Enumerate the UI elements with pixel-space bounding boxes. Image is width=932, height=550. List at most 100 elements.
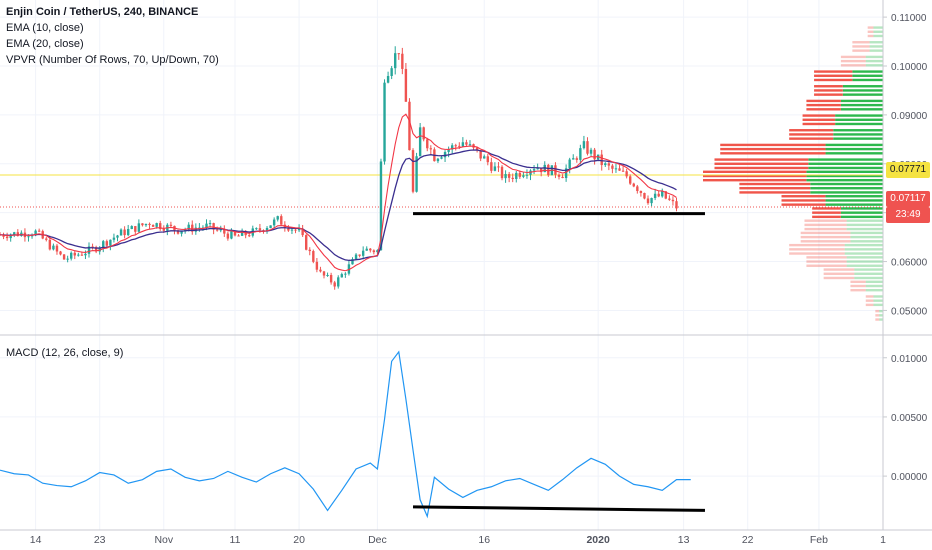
volume-profile-down-bar: [806, 99, 841, 103]
drawn-support-lines[interactable]: [412, 212, 705, 512]
candle-body: [59, 251, 62, 255]
candle-body: [255, 228, 258, 230]
volume-profile-up-bar: [808, 162, 883, 165]
volume-profile-up-bar: [846, 227, 883, 231]
main-legend: Enjin Coin / TetherUS, 240, BINANCE EMA …: [6, 4, 219, 68]
volume-profile-down-bar: [739, 182, 811, 186]
candle-body: [119, 229, 123, 236]
candle-body: [383, 82, 386, 162]
candle-body: [187, 224, 190, 230]
candle-body: [586, 141, 589, 154]
candle-body: [137, 223, 141, 232]
volume-profile-up-bar: [810, 187, 883, 190]
volume-profile-down-bar: [804, 219, 847, 222]
macd-legend[interactable]: MACD (12, 26, close, 9): [6, 347, 124, 359]
price-tick-label: 0.11000: [891, 13, 927, 24]
volume-profile-down-bar: [852, 41, 870, 44]
time-tick-label: 2020: [586, 534, 610, 546]
candle-body: [105, 241, 109, 246]
symbol-title[interactable]: Enjin Coin / TetherUS, 240, BINANCE: [6, 6, 199, 18]
volume-profile-up-bar: [865, 59, 883, 63]
candle-body: [653, 193, 657, 199]
candle-body: [426, 139, 429, 149]
volume-profile-up-bar: [844, 248, 883, 251]
candle-body: [390, 68, 393, 76]
volume-profile-down-bar: [814, 89, 843, 92]
candle-body: [212, 223, 215, 230]
volume-profile-down-bar: [814, 74, 853, 77]
ema10-legend[interactable]: EMA (10, close): [6, 22, 84, 34]
volume-profile-down-bar: [823, 272, 855, 275]
candle-body: [675, 201, 678, 209]
volume-profile-down-bar: [867, 34, 874, 38]
volume-profile-up-bar: [840, 103, 883, 107]
volume-profile-down-bar: [806, 108, 841, 111]
candle-body: [130, 226, 133, 230]
volume-profile-up-bar: [833, 129, 883, 132]
candle-body: [272, 219, 276, 226]
candle-body: [614, 168, 618, 170]
candle-body: [397, 53, 400, 55]
volume-profile-up-bar: [825, 143, 883, 147]
volume-profile-down-bar: [800, 235, 851, 239]
volume-profile-up-bar: [846, 256, 883, 259]
volume-profile-down-bar: [867, 26, 874, 29]
volume-profile-down-bar: [789, 248, 845, 251]
macd-tick-label: 0.01000: [891, 354, 928, 365]
volume-profile-down-bar: [852, 45, 870, 48]
time-tick-label: 1: [880, 534, 886, 546]
time-tick-label: Dec: [368, 534, 387, 546]
volume-profile-up-bar: [835, 122, 883, 126]
vpvr-legend[interactable]: VPVR (Number Of Rows, 70, Up/Down, 70): [6, 54, 219, 66]
volume-profile-up-bar: [810, 191, 883, 194]
candle-body: [265, 227, 269, 232]
candle-body: [465, 142, 468, 145]
candle-body: [169, 224, 173, 226]
volume-profile-down-bar: [850, 289, 866, 292]
horizontal-price-lines: [0, 174, 883, 208]
volume-profile-down-bar: [781, 199, 826, 202]
candle-body: [180, 231, 183, 234]
candle-body: [379, 161, 383, 251]
volume-profile-up-bar: [806, 174, 883, 178]
volume-profile-up-bar: [873, 30, 883, 33]
volume-profile-up-bar: [844, 252, 883, 255]
volume-profile-down-bar: [802, 118, 836, 121]
volume-profile-down-bar: [714, 162, 809, 165]
candle-body: [340, 274, 344, 278]
volume-profile-down-bar: [852, 49, 870, 52]
candle-body: [539, 168, 543, 173]
bar-countdown-tag: 23:49: [886, 207, 930, 223]
price-tick-label: 0.10000: [891, 62, 928, 73]
volume-profile-up-bar: [825, 203, 883, 206]
volume-profile-up-bar: [865, 284, 883, 288]
candle-body: [369, 248, 372, 251]
candle-body: [568, 159, 571, 169]
candle-body: [77, 254, 80, 256]
candle-body: [671, 199, 675, 202]
candle-body: [27, 236, 30, 238]
candle-body: [607, 163, 611, 166]
volume-profile-down-bar: [789, 252, 845, 255]
ema10-line: [0, 113, 677, 272]
volume-profile-down-bar: [703, 174, 807, 178]
candle-body: [191, 224, 194, 232]
candle-body: [66, 258, 69, 260]
candle-body: [248, 235, 251, 237]
candle-body: [500, 166, 504, 179]
ema20-legend[interactable]: EMA (20, close): [6, 38, 84, 50]
candle-body: [572, 158, 575, 160]
volume-profile-up-bar: [879, 309, 883, 313]
candle-body: [664, 191, 668, 199]
candle-body: [91, 246, 94, 248]
candle-body: [344, 273, 347, 275]
volume-profile: [703, 26, 883, 321]
macd-legend-box: MACD (12, 26, close, 9): [6, 345, 123, 361]
price-tick-label: 0.09000: [891, 111, 928, 122]
last-price-tag: 0.07117: [886, 191, 930, 207]
candle-body: [372, 250, 376, 253]
volume-profile-down-bar: [850, 284, 866, 288]
candle-body: [522, 175, 525, 177]
volume-profile-down-bar: [806, 260, 847, 263]
